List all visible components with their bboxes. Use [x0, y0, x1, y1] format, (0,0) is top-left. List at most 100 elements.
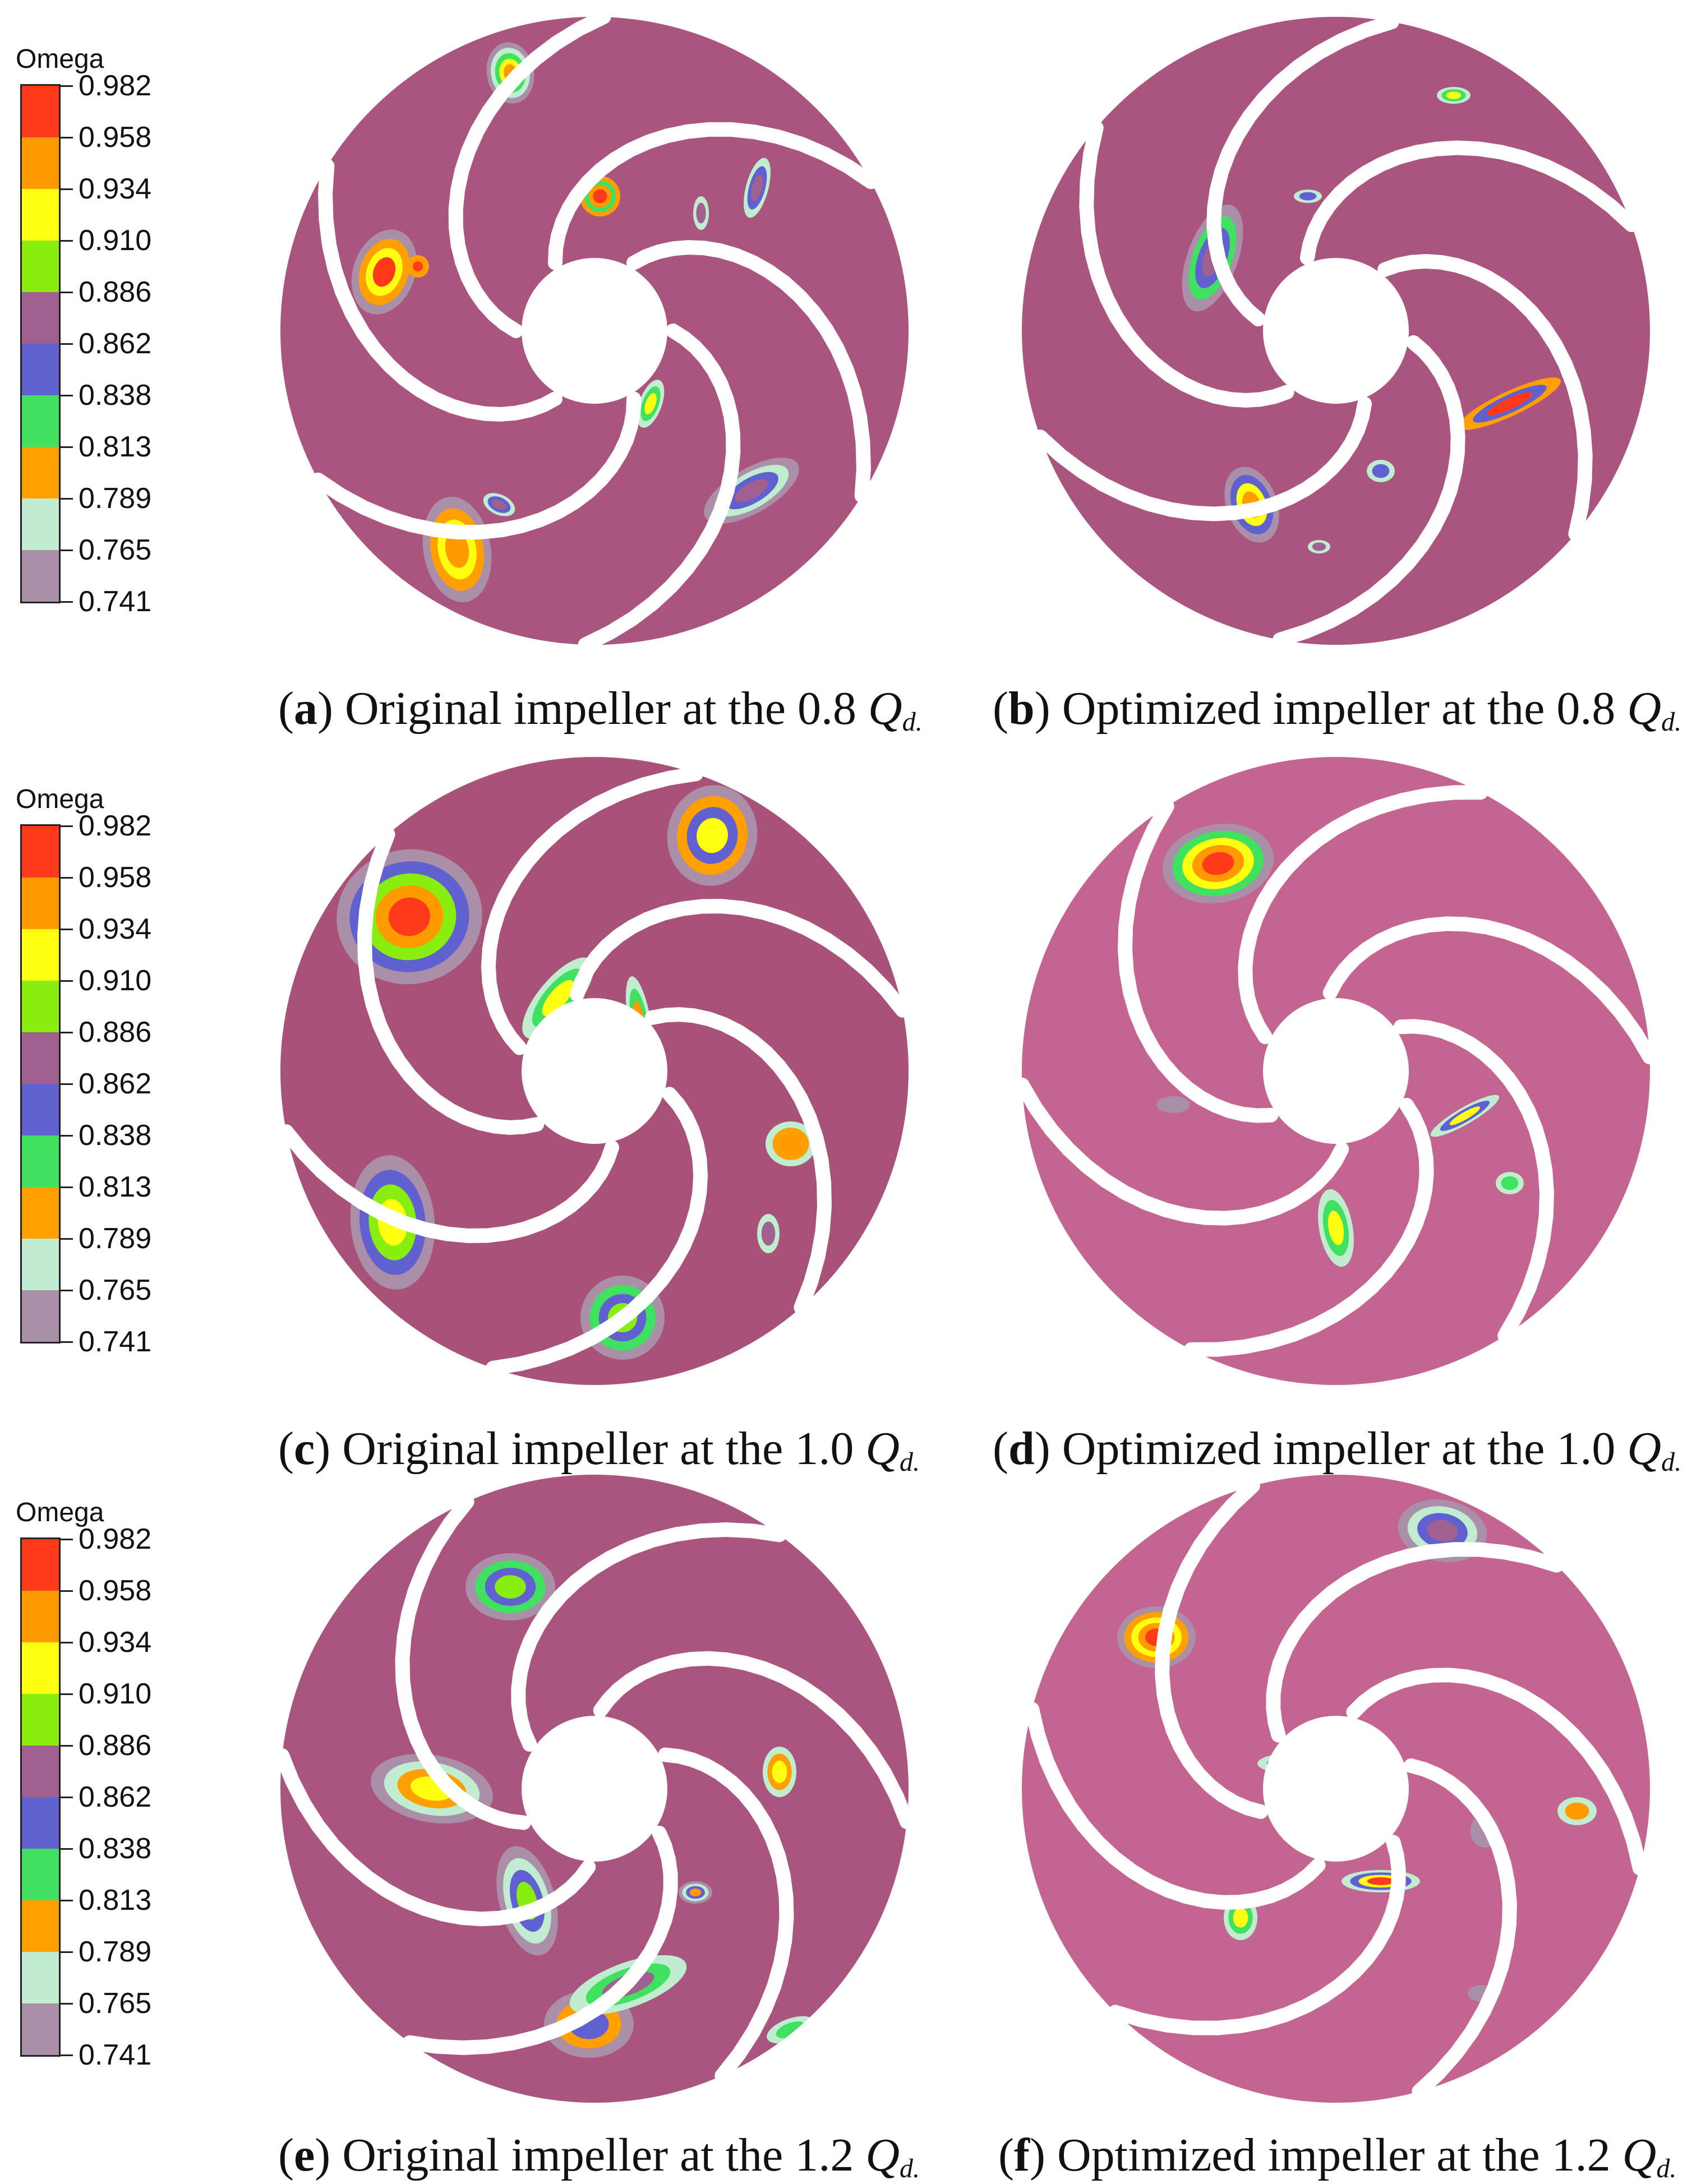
colorbar-tick	[61, 980, 73, 982]
vortex-contour	[1372, 464, 1390, 478]
impeller-contour	[1022, 15, 1650, 647]
colorbar-swatch	[22, 498, 59, 550]
impeller-blade	[1377, 253, 1593, 541]
colorbar-tick-label: 0.910	[79, 1678, 152, 1710]
colorbar-swatch	[22, 344, 59, 395]
colorbar-tick	[61, 1238, 73, 1240]
impeller-hub	[1263, 998, 1409, 1144]
vortex-contour	[761, 1221, 776, 1246]
colorbar-tick	[61, 188, 73, 190]
impeller-blade	[279, 1124, 619, 1243]
colorbar-tick-label: 0.862	[79, 327, 152, 360]
colorbar-tick-label: 0.958	[79, 1574, 152, 1607]
panel-caption: (e) Original impeller at the 1.2 Qd.	[278, 2129, 920, 2183]
colorbar-tick	[61, 1900, 73, 1901]
colorbar-tick-label: 0.862	[79, 1068, 152, 1100]
colorbar-tick-label: 0.789	[79, 1222, 152, 1255]
colorbar-tick	[61, 395, 73, 396]
impeller-blade	[1266, 1542, 1564, 1743]
vortex-contour	[445, 531, 469, 568]
colorbar-tick-label: 0.934	[79, 173, 152, 205]
vortex-contour	[689, 1889, 702, 1896]
impeller-blade	[1183, 1097, 1434, 1357]
impeller-contour	[279, 757, 910, 1385]
colorbar-tick-label: 0.789	[79, 1936, 152, 1968]
colorbar-swatch	[22, 1290, 59, 1342]
colorbar-swatch	[22, 137, 59, 189]
colorbar-tick-label: 0.741	[79, 2039, 152, 2071]
impeller-blade	[1108, 1835, 1406, 2035]
impeller-blade	[481, 767, 703, 1055]
colorbar-tick-label: 0.765	[79, 534, 152, 566]
colorbar-swatch	[22, 2003, 59, 2055]
impeller-blade	[1117, 798, 1279, 1123]
colorbar-tick	[61, 1186, 73, 1188]
colorbar-tick	[61, 85, 73, 87]
colorbar-swatch	[22, 1539, 59, 1591]
colorbar-tick	[61, 2054, 73, 2056]
vortex-contour	[772, 1761, 787, 1783]
impeller-contour	[1022, 1475, 1650, 2103]
colorbar-tick-label: 0.958	[79, 121, 152, 154]
colorbar-tick-label: 0.838	[79, 1832, 152, 1865]
colorbar-tick-label: 0.741	[79, 1326, 152, 1358]
impeller-blade	[1016, 1077, 1349, 1226]
panel-caption: (c) Original impeller at the 1.0 Qd.	[278, 1423, 920, 1477]
vortex-contour	[697, 818, 728, 853]
impeller-blade	[658, 1747, 794, 2083]
impeller-blade	[1393, 1019, 1555, 1343]
vortex-contour	[751, 174, 763, 201]
vortex-contour	[1312, 542, 1326, 551]
colorbar-legend: Omega 0.982 0.958 0.934 0.910 0.886 0.862 0.83…	[16, 784, 229, 1378]
colorbar-tick	[61, 550, 73, 551]
impeller-blade	[395, 1494, 531, 1830]
vortex-contour	[1487, 392, 1533, 415]
impeller-blade	[1322, 916, 1656, 1065]
impeller-blades	[279, 767, 910, 1375]
colorbar-tick-label: 0.813	[79, 1171, 152, 1203]
impeller-blade	[1403, 1758, 1517, 2099]
impeller-blade	[1346, 1668, 1647, 1876]
impeller-blade	[644, 1007, 832, 1315]
colorbar-swatch	[22, 981, 59, 1032]
impeller-blade	[1079, 121, 1294, 408]
colorbar-swatch	[22, 1746, 59, 1797]
colorbar-swatch	[22, 1797, 59, 1849]
colorbar-tick-label: 0.789	[79, 482, 152, 515]
colorbar-tick	[61, 1693, 73, 1695]
colorbar-tick-label: 0.838	[79, 1119, 152, 1152]
impeller-blade	[1155, 1479, 1269, 1819]
colorbar-swatch	[22, 878, 59, 929]
colorbar-tick-label: 0.910	[79, 964, 152, 997]
impeller-blade	[1025, 1702, 1326, 1910]
impeller-blade	[1238, 785, 1488, 1045]
colorbar-tick	[61, 498, 73, 500]
impeller-contour-panel-e	[275, 1469, 914, 2108]
colorbar-swatch	[22, 1642, 59, 1694]
impeller-blade	[311, 391, 641, 540]
colorbar-tick	[61, 825, 73, 827]
colorbar-tick	[61, 1951, 73, 1953]
impeller-contour-panel-f	[1016, 1469, 1656, 2108]
colorbar-tick	[61, 292, 73, 293]
impeller-contour	[280, 11, 909, 650]
colorbar-tick	[61, 2003, 73, 2005]
colorbar-tick	[61, 343, 73, 345]
impeller-blades	[1016, 785, 1656, 1357]
impeller-blade	[448, 11, 611, 338]
colorbar-swatch	[22, 826, 59, 878]
vortex-contour	[735, 479, 768, 502]
vortex-contour	[1233, 1908, 1248, 1928]
vortex-contour	[776, 2021, 806, 2038]
colorbar-swatch	[22, 1032, 59, 1084]
colorbar-swatch	[22, 1239, 59, 1290]
vortex-contour	[593, 189, 607, 204]
colorbar-tick	[61, 1848, 73, 1850]
colorbar-tick-label: 0.886	[79, 276, 152, 308]
colorbar-tick-label: 0.813	[79, 1884, 152, 1917]
vortex-contour	[492, 499, 506, 510]
impeller-blade	[626, 240, 871, 503]
colorbar-tick-label: 0.910	[79, 224, 152, 257]
colorbar-swatch	[22, 1694, 59, 1746]
vortex-contour	[1327, 1211, 1344, 1245]
